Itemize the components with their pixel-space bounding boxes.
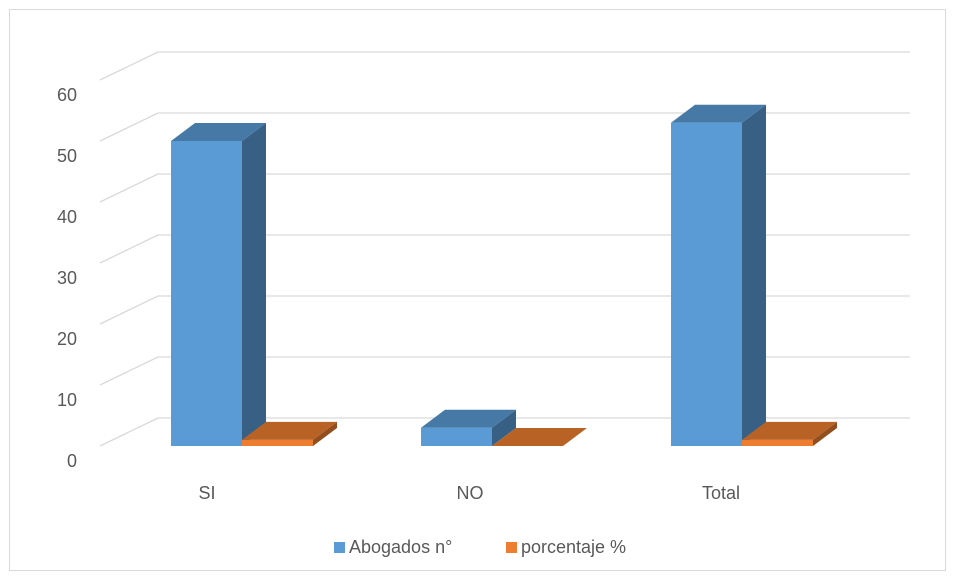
y-tick-label: 20 [57, 329, 77, 349]
chart-frame [9, 9, 946, 571]
y-axis-ticks: 0 10 20 30 40 50 60 [57, 85, 77, 471]
bar-top-face [492, 428, 587, 446]
legend-label-series-1: Abogados n° [349, 537, 452, 557]
legend: Abogados n° porcentaje % [334, 537, 626, 557]
gridline-diagonal-60 [99, 51, 159, 81]
bar-front-face [171, 141, 242, 446]
y-tick-label: 0 [67, 451, 77, 471]
bar-total-series-1 [671, 104, 766, 446]
bar-side-face [813, 421, 837, 446]
bar-top-face [421, 409, 516, 428]
x-axis-categories: SI NO Total [198, 483, 740, 503]
y-tick-label: 10 [57, 390, 77, 410]
bar-front-face [421, 427, 492, 446]
bar-total-series-2 [742, 421, 837, 446]
gridline-diagonal-40 [99, 173, 159, 203]
bar-top-face [171, 123, 266, 141]
bar-side-face [492, 409, 516, 446]
legend-swatch-series-1 [334, 542, 345, 553]
gridline-diagonal-10 [99, 356, 159, 386]
bar-side-face [742, 104, 766, 446]
gridline-diagonal-0 [99, 417, 159, 447]
bar-top-face [671, 104, 766, 123]
gridline-diagonal-30 [99, 234, 159, 264]
bars [171, 104, 837, 446]
x-category-label: SI [198, 483, 215, 503]
bar-no-series-1 [421, 409, 516, 446]
y-tick-label: 30 [57, 268, 77, 288]
bar-no-series-2 [492, 428, 587, 446]
y-tick-label: 60 [57, 85, 77, 105]
bar-top-face [742, 421, 837, 440]
gridline-diagonal-20 [99, 295, 159, 325]
bar-top-face [242, 421, 337, 440]
x-category-label: NO [457, 483, 484, 503]
bar-si-series-2 [242, 421, 337, 446]
x-category-label: Total [702, 483, 740, 503]
bar-front-face [242, 439, 313, 446]
bar-front-face [671, 122, 742, 446]
bar-si-series-1 [171, 123, 266, 446]
bar-side-face [313, 421, 337, 446]
grid-lines [99, 51, 910, 447]
legend-label-series-2: porcentaje % [521, 537, 626, 557]
legend-swatch-series-2 [506, 542, 517, 553]
y-tick-label: 40 [57, 207, 77, 227]
bar-front-face [742, 439, 813, 446]
gridline-diagonal-50 [99, 112, 159, 142]
bar-side-face [242, 123, 266, 446]
y-tick-label: 50 [57, 146, 77, 166]
